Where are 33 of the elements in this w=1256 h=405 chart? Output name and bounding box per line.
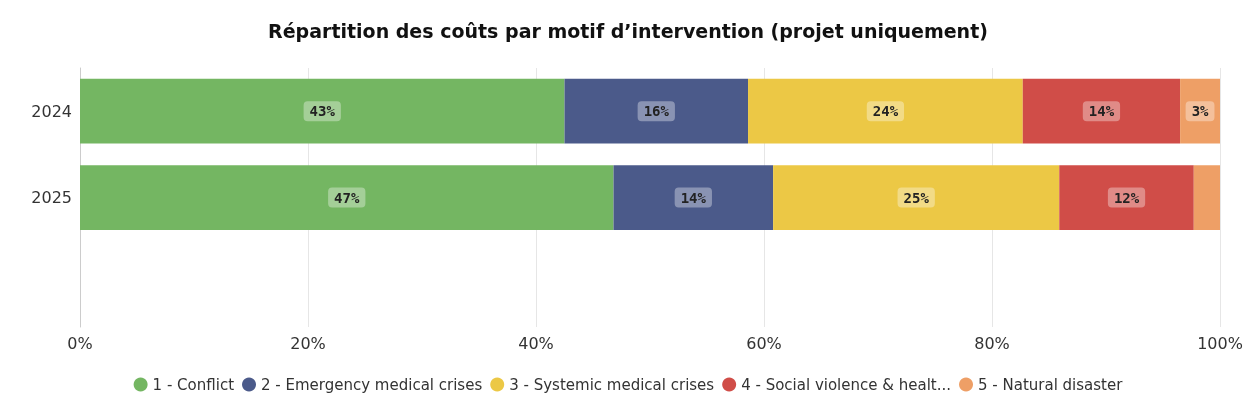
x-tick-label: 60% [746,333,782,353]
data-label: 24% [872,103,899,120]
data-label: 12% [1113,189,1140,206]
data-label: 25% [903,189,930,206]
bar [1059,165,1194,230]
legend-label: 1 - Conflict [152,375,235,394]
x-tick-label: 40% [518,333,554,353]
data-label: 14% [680,189,707,206]
bar [773,165,1060,230]
bar [1180,78,1220,144]
y-tick-label: 2025 [31,188,72,207]
legend-label: 3 - Systemic medical crises [509,375,715,394]
chart-title: Répartition des coûts par motif d’intervention (projet uniquement) [268,19,988,42]
data-label: 43% [309,103,336,120]
x-tick-label: 0% [67,333,93,353]
y-tick-label: 2024 [31,101,72,121]
legend-label: 2 - Emergency medical crises [261,375,483,394]
x-tick-label: 80% [974,333,1010,353]
bar [1193,165,1220,230]
bar [748,78,1023,144]
data-label: 14% [1088,103,1115,120]
bar [80,78,565,144]
data-label: 47% [334,189,360,206]
data-label: 3% [1191,103,1210,120]
x-tick-label: 20% [290,333,326,353]
bar [80,165,614,230]
bar [564,78,749,144]
bar [1022,78,1181,144]
data-label: 16% [643,103,670,120]
legend-label: 5 - Natural disaster [978,375,1124,394]
legend-label: 4 - Social violence & healt... [741,375,952,394]
x-tick-label: 100% [1197,333,1243,353]
bar [613,165,774,230]
